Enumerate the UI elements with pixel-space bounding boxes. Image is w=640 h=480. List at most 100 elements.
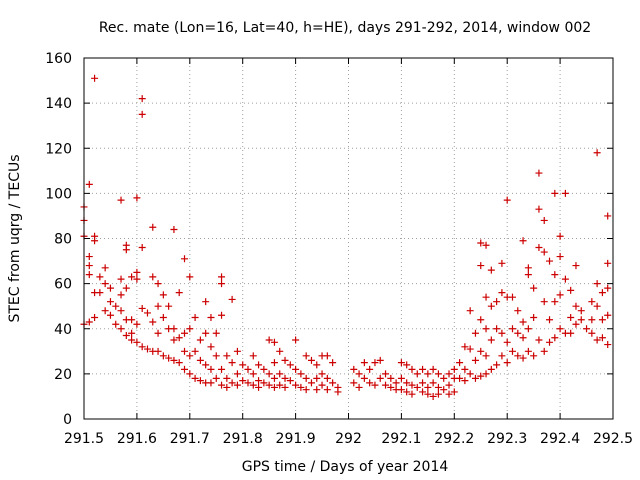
- data-point: [530, 284, 538, 292]
- data-point: [382, 370, 390, 378]
- data-point: [461, 365, 469, 373]
- data-point: [408, 365, 416, 373]
- data-point: [471, 329, 479, 337]
- data-point: [498, 289, 506, 297]
- data-point: [249, 352, 257, 360]
- data-point: [196, 336, 204, 344]
- data-point: [307, 356, 315, 364]
- data-point: [207, 343, 215, 351]
- data-point: [535, 205, 543, 213]
- data-point: [440, 386, 448, 394]
- data-point: [133, 320, 141, 328]
- x-tick-label: 292.4: [540, 431, 580, 447]
- data-point: [244, 365, 252, 373]
- data-point: [117, 307, 125, 315]
- data-point: [307, 379, 315, 387]
- data-point: [450, 388, 458, 396]
- data-point: [604, 341, 612, 349]
- data-point: [138, 343, 146, 351]
- data-point: [503, 338, 511, 346]
- data-point: [212, 329, 220, 337]
- data-point: [519, 318, 527, 326]
- data-point: [572, 302, 580, 310]
- data-point: [297, 370, 305, 378]
- data-point: [482, 241, 490, 249]
- data-point: [218, 280, 226, 288]
- x-tick-label: 291.7: [170, 431, 210, 447]
- x-tick-label: 292.3: [487, 431, 527, 447]
- data-point: [419, 365, 427, 373]
- data-point: [535, 336, 543, 344]
- y-tick-label: 120: [45, 141, 72, 157]
- data-point: [403, 388, 411, 396]
- data-point: [276, 381, 284, 389]
- data-point: [239, 361, 247, 369]
- data-point: [556, 253, 564, 261]
- data-point: [101, 307, 109, 315]
- x-tick-label: 292.1: [381, 431, 421, 447]
- data-point: [604, 311, 612, 319]
- data-point: [91, 74, 99, 82]
- data-point: [593, 336, 601, 344]
- data-point: [101, 264, 109, 272]
- data-point: [244, 379, 252, 387]
- data-point: [138, 110, 146, 118]
- data-point: [387, 383, 395, 391]
- data-point: [170, 325, 178, 333]
- data-point: [508, 325, 516, 333]
- data-point: [498, 259, 506, 267]
- data-point: [292, 365, 300, 373]
- data-point: [540, 216, 548, 224]
- data-point: [360, 359, 368, 367]
- data-point: [466, 370, 474, 378]
- data-point: [207, 313, 215, 321]
- data-point: [561, 275, 569, 283]
- data-point: [175, 289, 183, 297]
- data-point: [175, 334, 183, 342]
- data-point: [561, 189, 569, 197]
- data-point: [514, 329, 522, 337]
- x-tick-label: 292: [335, 431, 362, 447]
- data-point: [498, 352, 506, 360]
- data-point: [546, 257, 554, 265]
- data-point: [143, 345, 151, 353]
- data-point: [535, 169, 543, 177]
- data-point: [138, 95, 146, 103]
- data-point: [419, 388, 427, 396]
- data-point: [91, 237, 99, 245]
- x-tick-label: 291.5: [64, 431, 104, 447]
- data-point: [329, 379, 337, 387]
- data-point: [567, 286, 575, 294]
- data-point: [482, 370, 490, 378]
- data-point: [461, 377, 469, 385]
- data-point: [281, 374, 289, 382]
- data-point: [233, 347, 241, 355]
- data-point: [530, 352, 538, 360]
- data-point: [556, 325, 564, 333]
- data-point: [403, 379, 411, 387]
- data-point: [181, 329, 189, 337]
- data-point: [223, 383, 231, 391]
- data-point: [154, 302, 162, 310]
- data-point: [403, 361, 411, 369]
- data-point: [207, 379, 215, 387]
- y-tick-label: 140: [45, 96, 72, 112]
- y-tick-label: 20: [54, 367, 72, 383]
- data-point: [551, 334, 559, 342]
- data-point: [122, 246, 130, 254]
- data-point: [477, 239, 485, 247]
- data-point: [524, 347, 532, 355]
- data-point: [228, 359, 236, 367]
- data-point: [567, 313, 575, 321]
- data-point: [128, 316, 136, 324]
- data-point: [434, 390, 442, 398]
- data-point: [85, 253, 93, 261]
- data-point: [270, 374, 278, 382]
- data-point: [487, 336, 495, 344]
- data-point: [255, 377, 263, 385]
- data-point: [593, 280, 601, 288]
- data-point: [482, 293, 490, 301]
- data-point: [255, 383, 263, 391]
- data-point: [598, 289, 606, 297]
